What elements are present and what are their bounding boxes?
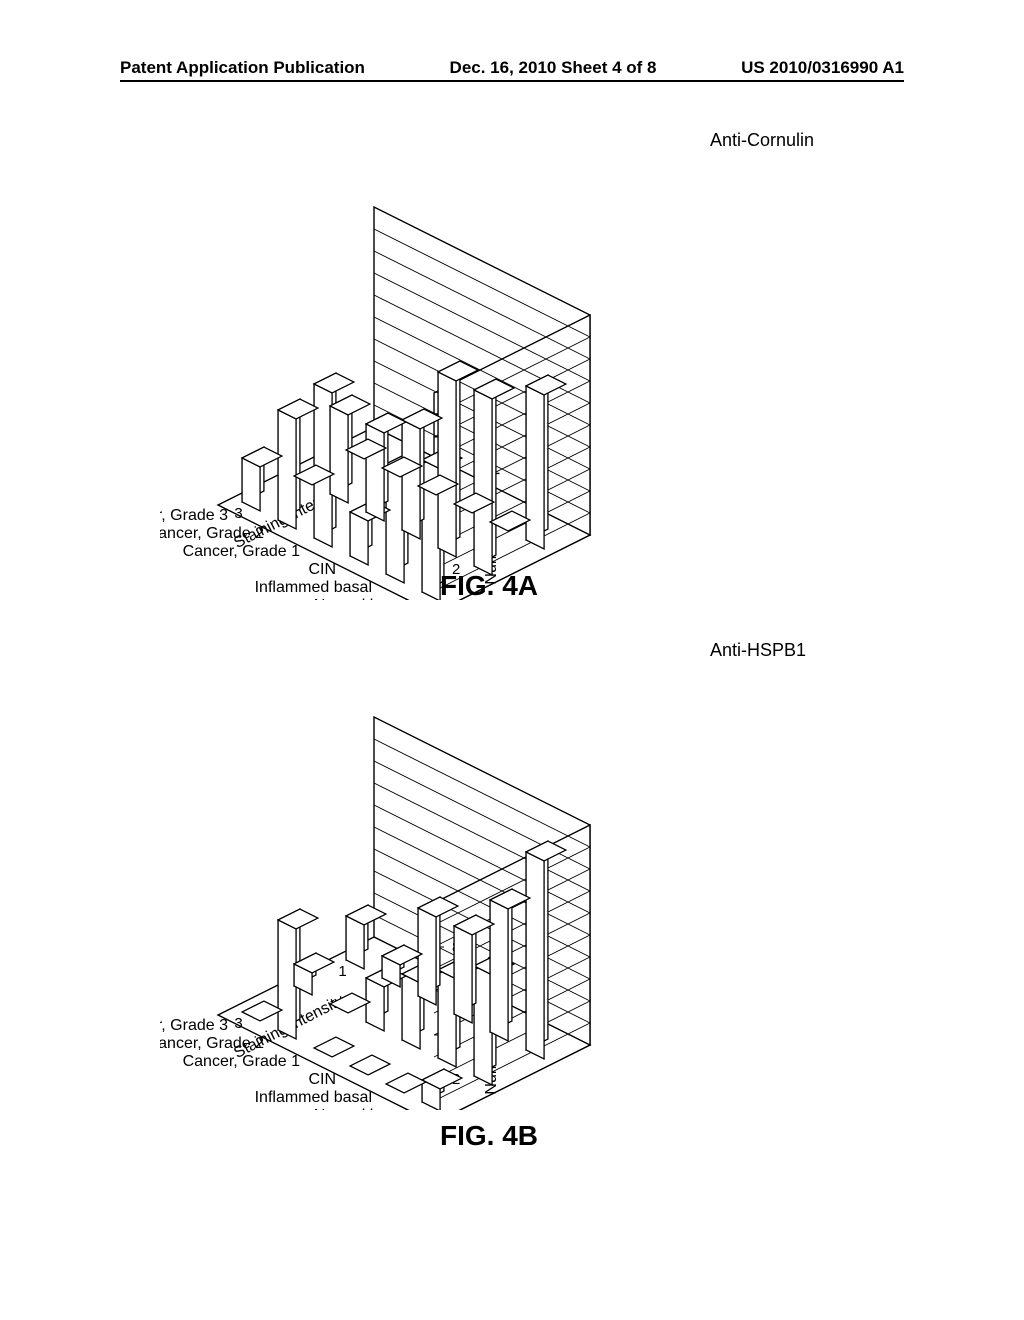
fig-label-b: FIG. 4B — [440, 1120, 538, 1152]
svg-text:Normal basal: Normal basal — [314, 597, 408, 600]
chart-svg-b: 02468Number of samples123Staining intens… — [160, 630, 860, 1115]
svg-text:Cancer, Grade 3: Cancer, Grade 3 — [160, 1017, 228, 1034]
svg-text:CIN: CIN — [308, 561, 336, 578]
svg-text:3: 3 — [234, 505, 242, 522]
chart-fig4a: Anti-Cornulin 02468Number of samples123S… — [160, 120, 860, 640]
svg-text:3: 3 — [234, 1015, 242, 1032]
svg-text:Inflammed basal: Inflammed basal — [255, 579, 372, 596]
svg-text:Normal basal: Normal basal — [314, 1107, 408, 1110]
chart-fig4b: Anti-HSPB1 02468Number of samples123Stai… — [160, 630, 860, 1190]
header-rule — [120, 80, 904, 82]
header-right: US 2010/0316990 A1 — [741, 58, 904, 78]
svg-text:Cancer, Grade 1: Cancer, Grade 1 — [183, 543, 301, 560]
header-center: Dec. 16, 2010 Sheet 4 of 8 — [450, 58, 657, 78]
page-header: Patent Application Publication Dec. 16, … — [0, 58, 1024, 78]
svg-text:Cancer, Grade 2: Cancer, Grade 2 — [160, 525, 264, 542]
chart-svg-a: 02468Number of samples123Staining intens… — [160, 120, 860, 605]
fig-label-a: FIG. 4A — [440, 570, 538, 602]
header-left: Patent Application Publication — [120, 58, 365, 78]
svg-text:Inflammed basal: Inflammed basal — [255, 1089, 372, 1106]
svg-text:Cancer, Grade 3: Cancer, Grade 3 — [160, 507, 228, 524]
svg-text:Cancer, Grade 1: Cancer, Grade 1 — [183, 1053, 301, 1070]
svg-text:1: 1 — [338, 963, 346, 980]
svg-text:CIN: CIN — [308, 1071, 336, 1088]
svg-text:Cancer, Grade 2: Cancer, Grade 2 — [160, 1035, 264, 1052]
